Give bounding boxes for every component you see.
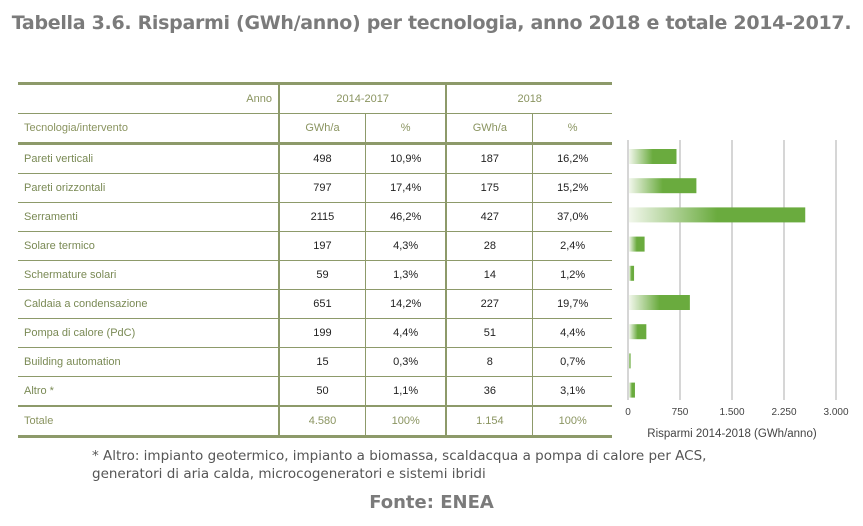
bar-pareti-orizzontali — [629, 178, 697, 194]
bar-building-automation — [629, 353, 631, 369]
pct-header-2: % — [532, 113, 612, 145]
source: Fonte: ENEA — [369, 492, 494, 513]
pct-2014-2017-cell: 4,3% — [364, 231, 447, 261]
technology-cell: Pareti orizzontali — [18, 173, 279, 203]
technology-cell: Pompa di calore (PdC) — [18, 318, 279, 348]
pct-2014-2017-cell: 0,3% — [364, 347, 447, 377]
gwh-2018-cell: 427 — [445, 202, 533, 232]
gwh-2014-2017-cell: 797 — [277, 173, 366, 203]
pct-header-1: % — [364, 113, 447, 145]
pct-2018-cell: 2,4% — [532, 231, 612, 261]
gwh-2014-2017-cell: 498 — [277, 143, 366, 174]
table-row: Pompa di calore (PdC) 199 4,4% 51 4,4% — [18, 318, 612, 348]
table-row: Solare termico 197 4,3% 28 2,4% — [18, 231, 612, 261]
gwh-2018-cell: 36 — [445, 376, 533, 407]
technology-cell: Serramenti — [18, 202, 279, 232]
pct-2018-cell: 15,2% — [532, 173, 612, 203]
x-axis-label: Risparmi 2014-2018 (GWh/anno) — [647, 428, 817, 440]
gwh-2018-cell: 175 — [445, 173, 533, 203]
footnote-line-1: * Altro: impianto geotermico, impianto a… — [92, 448, 707, 464]
gwh-2018-cell: 227 — [445, 289, 533, 319]
bar-pareti-verticali — [629, 149, 677, 164]
technology-header: Tecnologia/intervento — [18, 113, 279, 145]
savings-bar-chart: 0 750 1.500 2.250 3.000 Risparmi 2014-2018 (G… — [625, 140, 849, 440]
technology-cell: Building automation — [18, 347, 279, 377]
gwh-2018-cell: 14 — [445, 260, 533, 290]
total-gwh-2014-2017-cell: 4.580 — [277, 405, 366, 438]
pct-2014-2017-cell: 10,9% — [364, 143, 447, 174]
table-title: Tabella 3.6. Risparmi (GWh/anno) per tec… — [11, 12, 852, 34]
table-row: Pareti verticali 498 10,9% 187 16,2% — [18, 143, 612, 174]
table-row: Building automation 15 0,3% 8 0,7% — [18, 347, 612, 377]
pct-2018-cell: 16,2% — [532, 143, 612, 174]
gwh-2018-cell: 51 — [445, 318, 533, 348]
bar-altro — [629, 382, 635, 398]
gwh-header-2: GWh/a — [445, 113, 533, 145]
gwh-2014-2017-cell: 2115 — [277, 202, 366, 232]
pct-2014-2017-cell: 17,4% — [364, 173, 447, 203]
period2-header: 2018 — [445, 82, 612, 114]
table-row: Caldaia a condensazione 651 14,2% 227 19,7% — [18, 289, 612, 319]
pct-2014-2017-cell: 46,2% — [364, 202, 447, 232]
gwh-2018-cell: 8 — [445, 347, 533, 377]
bar-caldaia-a-condensazione — [629, 295, 690, 310]
gwh-header-1: GWh/a — [277, 113, 366, 145]
footnote: * Altro: impianto geotermico, impianto a… — [92, 447, 706, 483]
technology-cell: Pareti verticali — [18, 143, 279, 174]
technology-cell: Altro * — [18, 376, 279, 407]
x-tick-label: 1.500 — [719, 407, 744, 418]
total-technology-cell: Totale — [18, 405, 279, 438]
total-gwh-2018-cell: 1.154 — [445, 405, 533, 438]
total-row: Totale 4.580 100% 1.154 100% — [18, 405, 612, 438]
anno-label: Anno — [18, 82, 279, 114]
x-tick-label: 0 — [625, 407, 631, 418]
period1-header: 2014-2017 — [277, 82, 447, 114]
bar-pompa-di-calore-pdc — [629, 324, 647, 340]
total-pct-2014-2017-cell: 100% — [364, 405, 447, 438]
gwh-2014-2017-cell: 59 — [277, 260, 366, 290]
gwh-2018-cell: 187 — [445, 143, 533, 174]
x-tick-label: 3.000 — [823, 407, 848, 418]
pct-2014-2017-cell: 4,4% — [364, 318, 447, 348]
header-row-units: Tecnologia/intervento GWh/a % GWh/a % — [18, 113, 612, 145]
gwh-2014-2017-cell: 197 — [277, 231, 366, 261]
x-tick-label: 2.250 — [771, 407, 796, 418]
pct-2018-cell: 37,0% — [532, 202, 612, 232]
x-tick-label: 750 — [672, 407, 689, 418]
pct-2014-2017-cell: 14,2% — [364, 289, 447, 319]
technology-cell: Solare termico — [18, 231, 279, 261]
technology-cell: Schermature solari — [18, 260, 279, 290]
pct-2018-cell: 1,2% — [532, 260, 612, 290]
gwh-2014-2017-cell: 651 — [277, 289, 366, 319]
table-row: Schermature solari 59 1,3% 14 1,2% — [18, 260, 612, 290]
bar-schermature-solari — [629, 265, 635, 281]
table-row: Serramenti 2115 46,2% 427 37,0% — [18, 202, 612, 232]
footnote-line-2: generatori di aria calda, microcogenerat… — [92, 466, 486, 482]
gwh-2014-2017-cell: 50 — [277, 376, 366, 407]
pct-2018-cell: 4,4% — [532, 318, 612, 348]
table-row: Altro * 50 1,1% 36 3,1% — [18, 376, 612, 407]
technology-cell: Caldaia a condensazione — [18, 289, 279, 319]
bar-solare-termico — [629, 236, 645, 252]
savings-table: Anno 2014-2017 2018 Tecnologia/intervent… — [18, 82, 612, 438]
pct-2014-2017-cell: 1,1% — [364, 376, 447, 407]
gwh-2014-2017-cell: 15 — [277, 347, 366, 377]
gwh-2014-2017-cell: 199 — [277, 318, 366, 348]
bar-serramenti — [629, 207, 806, 223]
header-row-year: Anno 2014-2017 2018 — [18, 82, 612, 114]
pct-2018-cell: 0,7% — [532, 347, 612, 377]
gwh-2018-cell: 28 — [445, 231, 533, 261]
pct-2018-cell: 19,7% — [532, 289, 612, 319]
table-row: Pareti orizzontali 797 17,4% 175 15,2% — [18, 173, 612, 203]
pct-2014-2017-cell: 1,3% — [364, 260, 447, 290]
total-pct-2018-cell: 100% — [532, 405, 612, 438]
